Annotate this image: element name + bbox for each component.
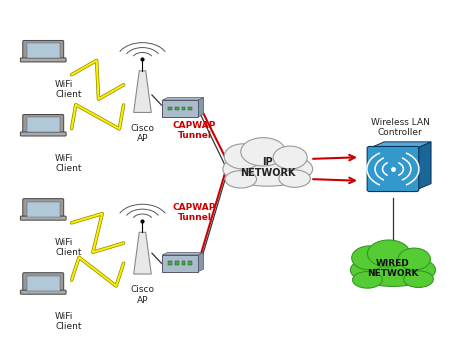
FancyBboxPatch shape [27, 275, 60, 291]
Text: IP
NETWORK: IP NETWORK [240, 156, 295, 178]
Polygon shape [162, 98, 204, 100]
Polygon shape [416, 142, 431, 190]
Ellipse shape [352, 246, 387, 270]
Polygon shape [198, 98, 204, 117]
FancyBboxPatch shape [20, 132, 66, 136]
Ellipse shape [241, 138, 286, 166]
Polygon shape [134, 232, 151, 274]
Ellipse shape [403, 271, 433, 288]
FancyBboxPatch shape [175, 262, 179, 265]
Polygon shape [370, 142, 431, 148]
FancyBboxPatch shape [23, 115, 64, 135]
Text: CAPWAP
Tunnel: CAPWAP Tunnel [173, 203, 216, 222]
Ellipse shape [273, 146, 307, 169]
FancyBboxPatch shape [27, 201, 60, 217]
FancyBboxPatch shape [23, 273, 64, 293]
Ellipse shape [350, 254, 436, 286]
FancyBboxPatch shape [23, 41, 64, 61]
FancyBboxPatch shape [175, 106, 179, 110]
Text: WiFi
Client: WiFi Client [55, 312, 82, 332]
Text: Cisco
AP: Cisco AP [130, 124, 155, 143]
Ellipse shape [279, 170, 310, 187]
FancyBboxPatch shape [168, 106, 173, 110]
Polygon shape [162, 252, 204, 255]
FancyBboxPatch shape [168, 262, 173, 265]
FancyBboxPatch shape [20, 216, 66, 220]
FancyBboxPatch shape [23, 199, 64, 219]
FancyBboxPatch shape [20, 290, 66, 294]
Ellipse shape [367, 240, 410, 267]
FancyBboxPatch shape [162, 100, 198, 117]
Polygon shape [134, 71, 151, 113]
FancyBboxPatch shape [162, 255, 198, 271]
FancyBboxPatch shape [27, 117, 60, 132]
Text: CAPWAP
Tunnel: CAPWAP Tunnel [173, 121, 216, 140]
Ellipse shape [225, 171, 256, 188]
FancyBboxPatch shape [367, 146, 419, 192]
FancyBboxPatch shape [20, 58, 66, 62]
Text: WIRED
NETWORK: WIRED NETWORK [367, 259, 419, 278]
Text: WiFi
Client: WiFi Client [55, 80, 82, 99]
Ellipse shape [353, 271, 383, 288]
Ellipse shape [398, 248, 430, 270]
FancyBboxPatch shape [188, 106, 192, 110]
Text: WiFi
Client: WiFi Client [55, 238, 82, 258]
Text: Wireless LAN
Controller: Wireless LAN Controller [371, 118, 429, 137]
FancyBboxPatch shape [182, 262, 185, 265]
Ellipse shape [223, 152, 313, 186]
FancyBboxPatch shape [27, 43, 60, 58]
Polygon shape [198, 252, 204, 271]
Text: WiFi
Client: WiFi Client [55, 154, 82, 173]
FancyBboxPatch shape [188, 262, 192, 265]
Text: Cisco
AP: Cisco AP [130, 285, 155, 305]
Ellipse shape [224, 144, 262, 169]
FancyBboxPatch shape [182, 106, 185, 110]
